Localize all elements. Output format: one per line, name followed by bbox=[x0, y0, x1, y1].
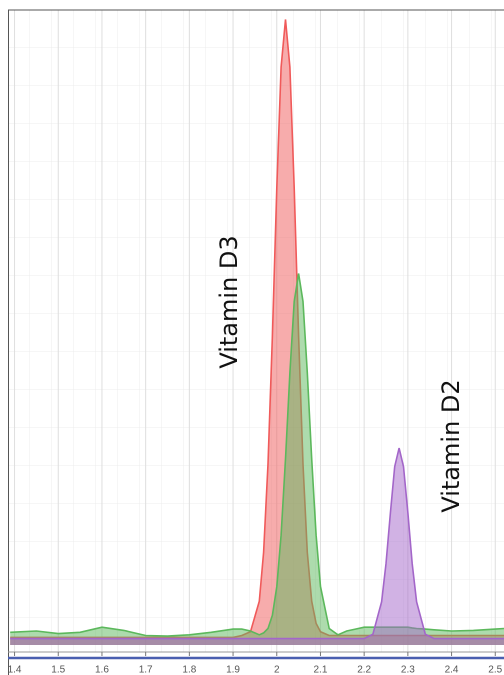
traces bbox=[10, 19, 504, 645]
x-tick-label: 1.9 bbox=[226, 665, 240, 675]
trace-line bbox=[10, 447, 504, 640]
x-tick-label: 2 bbox=[274, 665, 280, 675]
x-ticks: 1.4 1.5 1.6 1.7 1.8 1.9 2 2.1 2.2 2.3 2.4 2.5 bbox=[8, 652, 503, 675]
annotation: Vitamin D2 bbox=[437, 379, 465, 512]
annotation: Vitamin D3 bbox=[215, 235, 243, 368]
x-tick-label: 2.3 bbox=[401, 665, 415, 675]
x-tick-label: 1.4 bbox=[8, 665, 22, 675]
minor-grid bbox=[8, 10, 504, 652]
x-tick-label: 1.6 bbox=[95, 665, 109, 675]
x-tick-label: 1.8 bbox=[182, 665, 196, 675]
peak-fill bbox=[10, 448, 504, 645]
x-tick-label: 2.4 bbox=[445, 665, 459, 675]
x-tick-label: 1.5 bbox=[51, 665, 65, 675]
x-tick-label: 1.7 bbox=[139, 665, 153, 675]
x-tick-label: 2.5 bbox=[488, 665, 502, 675]
x-tick-label: 2.2 bbox=[357, 665, 371, 675]
x-tick-label: 2.1 bbox=[314, 665, 328, 675]
